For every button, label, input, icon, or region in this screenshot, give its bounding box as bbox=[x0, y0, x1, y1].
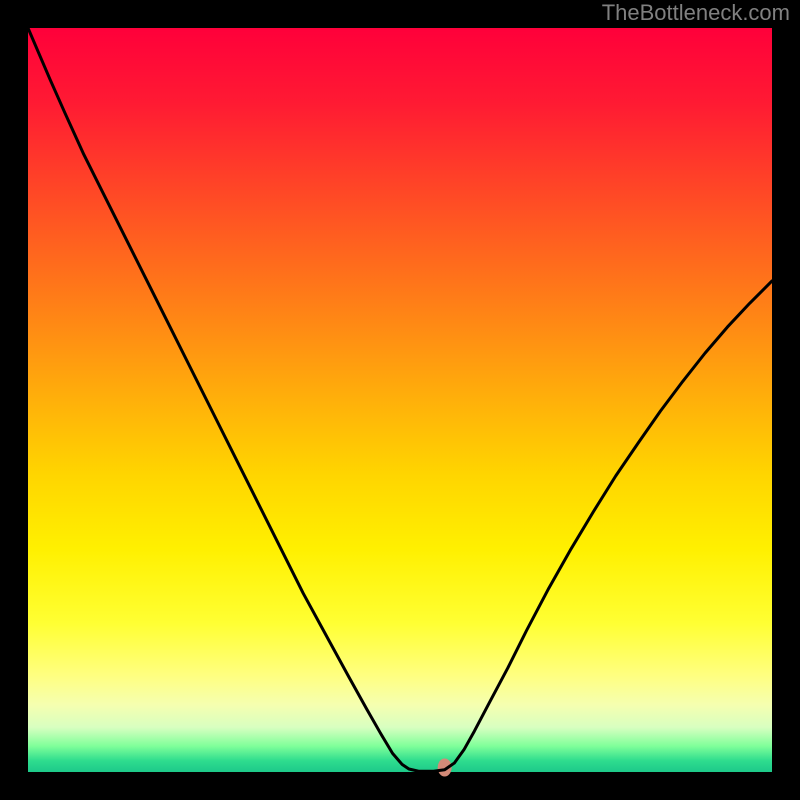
watermark-text: TheBottleneck.com bbox=[602, 0, 790, 26]
bottleneck-curve-chart bbox=[0, 0, 800, 800]
chart-container: TheBottleneck.com bbox=[0, 0, 800, 800]
chart-gradient-bg bbox=[28, 28, 772, 772]
